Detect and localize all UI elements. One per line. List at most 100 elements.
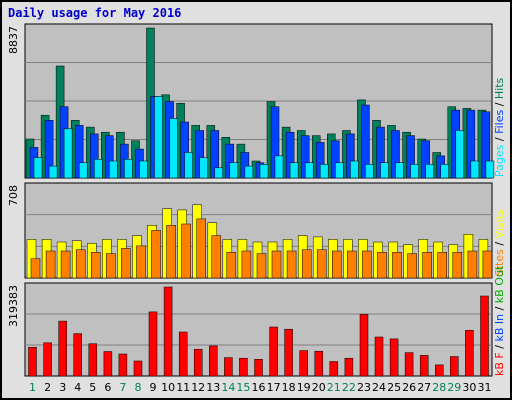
day-label-1: 1 xyxy=(29,381,36,394)
day-label-23: 23 xyxy=(357,381,371,394)
day-label-18: 18 xyxy=(282,381,296,394)
bar-pages-day-29 xyxy=(455,130,465,179)
chart-title: Daily usage for May 2016 xyxy=(8,6,182,20)
bar-pages-day-27 xyxy=(425,164,434,179)
legend-text: Files xyxy=(493,110,506,134)
bar-kb-f-day-31 xyxy=(480,295,489,377)
bar-pages-day-21 xyxy=(335,162,344,179)
bar-sites-day-28 xyxy=(437,252,447,279)
bar-kb-f-day-7 xyxy=(118,353,128,377)
bar-pages-day-28 xyxy=(440,164,449,179)
bar-sites-day-1 xyxy=(30,258,41,279)
day-label-8: 8 xyxy=(135,381,142,394)
day-label-17: 17 xyxy=(267,381,281,394)
bar-kb-f-day-19 xyxy=(299,350,308,377)
bar-pages-day-20 xyxy=(319,164,329,179)
bar-pages-day-18 xyxy=(289,162,299,179)
day-label-29: 29 xyxy=(447,381,461,394)
y-max-label-bot: 319383 xyxy=(7,285,20,327)
legend-text: Sites xyxy=(493,249,506,276)
bar-kb-f-day-6 xyxy=(103,351,113,377)
bar-sites-day-21 xyxy=(332,250,342,279)
bar-pages-day-13 xyxy=(214,167,224,179)
bar-kb-f-day-16 xyxy=(254,359,263,377)
bar-kb-f-day-23 xyxy=(359,314,369,377)
bar-kb-f-day-10 xyxy=(163,286,173,377)
day-label-27: 27 xyxy=(417,381,431,394)
bar-kb-f-day-20 xyxy=(314,350,324,377)
bar-kb-f-day-15 xyxy=(239,357,248,377)
bar-sites-day-15 xyxy=(241,250,252,279)
bar-pages-day-14 xyxy=(229,162,239,179)
bar-sites-day-7 xyxy=(121,248,131,279)
bar-kb-f-day-8 xyxy=(133,360,143,377)
bar-pages-day-24 xyxy=(380,162,389,179)
bar-sites-day-3 xyxy=(60,250,71,279)
bar-kb-f-day-22 xyxy=(344,357,354,377)
legend-text: / xyxy=(493,134,506,145)
legend-text: kB Out xyxy=(493,265,506,303)
right-legend-bot: kB F / kB In / kB Out xyxy=(493,265,506,376)
bar-pages-day-11 xyxy=(184,152,193,179)
day-label-19: 19 xyxy=(297,381,311,394)
day-label-9: 9 xyxy=(150,381,157,394)
bar-sites-day-22 xyxy=(347,250,357,279)
day-label-14: 14 xyxy=(221,381,235,394)
bar-pages-day-26 xyxy=(410,164,419,179)
day-label-5: 5 xyxy=(89,381,96,394)
bar-kb-f-day-1 xyxy=(28,347,37,377)
bar-sites-day-9 xyxy=(151,230,161,279)
bar-sites-day-27 xyxy=(422,252,432,279)
bar-sites-day-8 xyxy=(136,245,146,279)
bar-sites-day-30 xyxy=(467,250,478,279)
legend-text: / xyxy=(493,238,506,249)
day-label-31: 31 xyxy=(478,381,492,394)
bar-kb-f-day-17 xyxy=(269,326,278,377)
bar-sites-day-20 xyxy=(316,249,327,279)
bar-sites-day-5 xyxy=(91,252,101,279)
day-label-24: 24 xyxy=(372,381,386,394)
bar-pages-day-23 xyxy=(365,164,374,179)
panel-hits-files-pages xyxy=(24,23,495,179)
bar-pages-day-30 xyxy=(470,160,480,179)
bar-sites-day-19 xyxy=(301,249,312,279)
legend-text: Hits xyxy=(493,77,506,99)
bar-sites-day-29 xyxy=(452,252,463,279)
day-label-13: 13 xyxy=(206,381,220,394)
bar-pages-day-31 xyxy=(485,160,495,179)
bar-pages-day-4 xyxy=(78,162,88,179)
bar-kb-f-day-14 xyxy=(224,357,233,377)
day-label-22: 22 xyxy=(342,381,356,394)
bar-kb-f-day-27 xyxy=(419,355,429,377)
bar-kb-f-day-21 xyxy=(329,361,339,377)
bar-kb-f-day-3 xyxy=(58,320,67,377)
bar-kb-f-day-26 xyxy=(404,352,414,377)
bar-pages-day-19 xyxy=(304,162,314,179)
day-label-26: 26 xyxy=(402,381,416,394)
bar-sites-day-13 xyxy=(211,235,222,279)
day-label-7: 7 xyxy=(119,381,126,394)
legend-text: Pages xyxy=(493,144,506,177)
bar-pages-day-2 xyxy=(48,165,58,179)
bar-pages-day-15 xyxy=(244,165,254,179)
y-max-label-top: 8837 xyxy=(7,26,20,54)
day-label-15: 15 xyxy=(236,381,250,394)
bar-sites-day-4 xyxy=(75,249,86,279)
bar-pages-day-6 xyxy=(109,160,118,179)
bar-pages-day-22 xyxy=(350,160,359,179)
legend-text: kB F xyxy=(493,352,506,376)
bar-sites-day-11 xyxy=(181,223,191,279)
bar-kb-f-day-5 xyxy=(88,343,98,377)
bar-kb-f-day-29 xyxy=(450,356,459,377)
bar-sites-day-23 xyxy=(362,250,372,279)
day-label-2: 2 xyxy=(44,381,51,394)
day-label-16: 16 xyxy=(252,381,266,394)
y-max-labels: 8837 708 319383 xyxy=(7,26,20,327)
day-label-12: 12 xyxy=(191,381,205,394)
day-labels: 1 2 3 4 5 6 7 8 9 10 11 12 13 14 15 16 17 18 19 20 21 22 23 24 2… xyxy=(29,381,492,394)
bar-sites-day-26 xyxy=(407,253,417,279)
bar-sites-day-17 xyxy=(271,250,282,279)
day-label-11: 11 xyxy=(176,381,190,394)
bar-kb-f-day-28 xyxy=(435,364,444,377)
bar-pages-day-8 xyxy=(139,160,148,179)
